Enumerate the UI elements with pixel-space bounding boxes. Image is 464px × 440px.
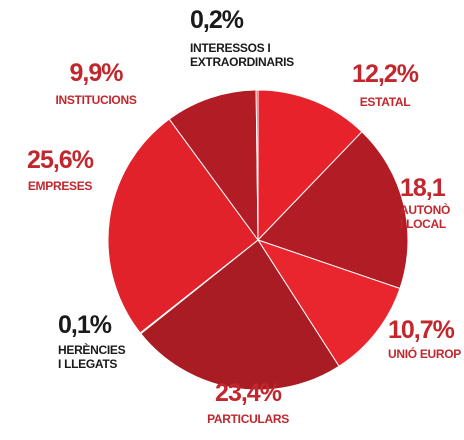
pie-slice (257, 89, 363, 242)
value-label: 0,1% (58, 311, 112, 339)
value-label: 0,2% (190, 6, 244, 34)
category-label: I LLEGATS (58, 357, 117, 371)
value-label: 9,9% (70, 59, 124, 87)
category-label: I LOCAL (400, 217, 446, 231)
value-label: 12,2% (352, 60, 419, 88)
category-label: EMPRESES (28, 179, 93, 193)
category-label: INTERESSOS I (190, 41, 270, 55)
value-label: 23,4% (215, 379, 282, 407)
pie-slice (168, 89, 259, 242)
pie-slice (256, 239, 401, 367)
pie-slice (140, 239, 340, 391)
pie-slice (257, 131, 409, 290)
category-label: UNIÓ EUROP (388, 346, 461, 361)
category-label: EXTRAORDINARIS (190, 55, 294, 69)
category-label: INSTITUCIONS (55, 93, 136, 107)
category-label: PARTICULARS (207, 412, 289, 426)
category-label: HERÈNCIES (58, 342, 126, 357)
value-label: 10,7% (388, 316, 455, 344)
category-label: ESTATAL (360, 95, 411, 109)
value-label: 25,6% (27, 146, 94, 174)
category-label: AUTONÒ (400, 202, 450, 217)
pie-slice (255, 89, 259, 241)
pie-slice (107, 118, 259, 334)
value-label: 18,1 (400, 174, 446, 202)
